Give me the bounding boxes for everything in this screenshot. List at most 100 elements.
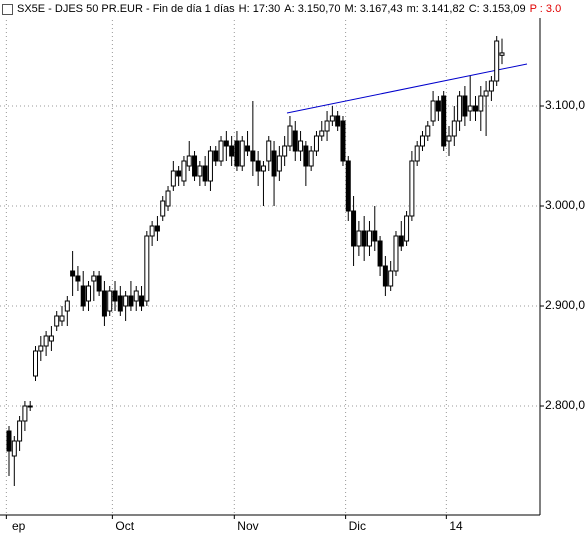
candle-body [59,315,65,322]
candle-body [192,155,198,177]
candle-body [80,285,86,307]
icon [2,3,13,15]
candle-body [356,230,362,247]
header: SX5E - DJES 50 PR.EUR - Fin de día 1 día… [0,0,588,18]
candle-body [250,150,256,162]
x-tick-label: Dic [349,519,366,533]
candle-body [425,125,431,137]
candle-body [478,95,484,112]
candle-body [313,135,319,152]
candle-body [48,335,54,342]
candle-body [160,200,166,217]
candle-body [441,95,447,147]
candle-body [404,215,410,242]
candle-body [483,90,489,97]
candle-body [117,295,123,312]
candle-body [308,150,314,167]
candle-body [260,165,266,172]
candle-body [467,105,473,112]
candle-body [86,285,92,302]
header-field: P : 3.0 [529,3,562,15]
candle-body [6,430,12,452]
x-tick-label: Oct [115,519,134,533]
candle-body [488,80,494,92]
candle-body [377,240,383,267]
candle-body [181,160,187,182]
candle-body [393,235,399,272]
candle-body [96,275,102,292]
candle-body [457,95,463,122]
candle-body [430,100,436,122]
candle-body [22,405,28,422]
candle-body [144,235,150,302]
candle-body [451,120,457,137]
candle-body [154,225,160,232]
candle-body [345,160,351,212]
y-tick-label: 3.100,0 [545,98,585,112]
x-tick-label: ep [12,519,26,533]
candle-body [388,270,394,287]
candle-body [112,290,118,302]
candle-body [366,230,372,247]
candle-body [70,270,76,277]
candle-body [435,100,441,112]
candle-body [398,235,404,247]
candle-body [38,345,44,352]
candle-body [266,140,272,162]
candle-body [462,95,468,117]
candle-body [33,350,39,377]
candle-body [223,140,229,147]
header-field: SX5E - DJES 50 PR.EUR - Fin de día 1 día… [17,3,235,15]
candle-body [335,115,341,127]
header-field: H: 17:30 [238,3,281,15]
candle-body [64,300,70,312]
candle-body [197,165,203,177]
candle-body [499,52,505,56]
candle-body [409,160,415,217]
candle-body [107,290,113,312]
candle-body [128,295,134,307]
candle-body [54,315,60,327]
x-tick-label: Nov [237,519,258,533]
candle-body [218,140,224,162]
trend-line [286,63,528,114]
candle-body [255,160,261,172]
candle-body [139,295,145,307]
candle-body [176,170,182,177]
y-tick-label: 2.800,0 [545,398,585,412]
candle-body [324,120,330,132]
candle-body [329,115,335,122]
candle-body [382,265,388,287]
candle-body [361,230,367,247]
header-field: M: 3.167,43 [344,3,403,15]
candle-body [276,155,282,172]
candle-body [43,335,49,347]
candle-body [472,105,478,112]
header-field: m: 3.141,82 [406,3,465,15]
candle-body [419,135,425,147]
candle-body [372,230,378,242]
candle-body [75,275,81,282]
candle-body [207,150,213,182]
candle-body [298,140,304,152]
candle-body [229,145,235,157]
candle-body [292,130,298,152]
candle-body [351,210,357,247]
candle-body [11,440,17,457]
candle-body [271,150,277,177]
candle-body [149,225,155,237]
candle-body [340,120,346,162]
candle-body [165,190,171,207]
header-field: C: 3.153,09 [468,3,526,15]
candle-body [91,275,97,282]
candle-body [245,145,251,152]
candle-body [17,420,23,442]
candle-body [287,125,293,147]
candle-body [133,290,139,302]
candle-body [319,130,325,137]
y-tick-label: 3.000,0 [545,198,585,212]
candle-body [213,150,219,162]
y-tick-label: 2.900,0 [545,298,585,312]
candle-body [27,405,33,408]
